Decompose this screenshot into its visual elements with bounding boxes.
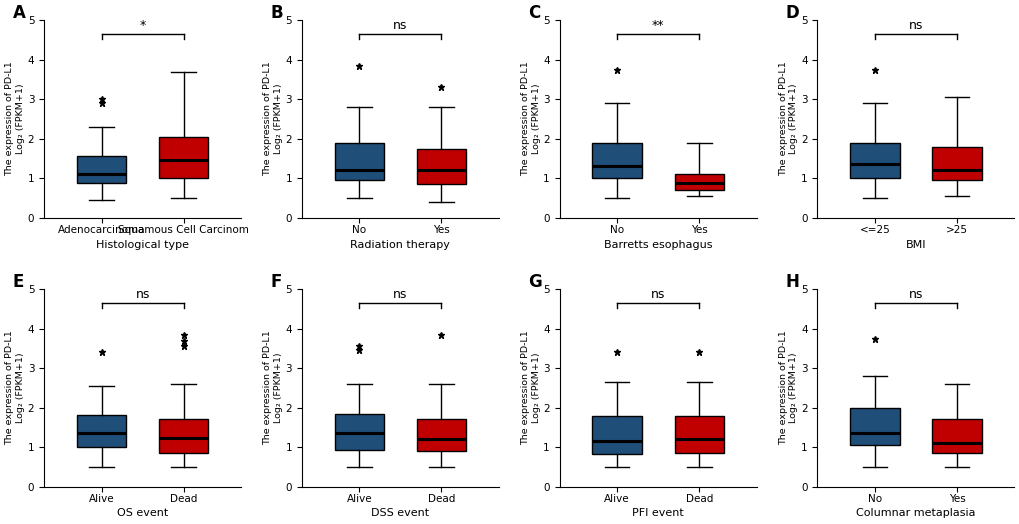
PathPatch shape (592, 416, 641, 454)
Text: E: E (12, 274, 23, 291)
PathPatch shape (334, 143, 383, 180)
PathPatch shape (674, 174, 723, 190)
Text: *: * (140, 19, 146, 32)
Text: H: H (786, 274, 799, 291)
X-axis label: BMI: BMI (905, 239, 925, 249)
Text: D: D (786, 4, 799, 23)
PathPatch shape (159, 137, 208, 178)
Text: ns: ns (136, 288, 150, 301)
X-axis label: Columnar metaplasia: Columnar metaplasia (855, 508, 975, 518)
X-axis label: DSS event: DSS event (371, 508, 429, 518)
Text: G: G (528, 274, 541, 291)
Text: C: C (528, 4, 540, 23)
X-axis label: Barretts esophagus: Barretts esophagus (603, 239, 711, 249)
X-axis label: Histological type: Histological type (96, 239, 189, 249)
Text: ns: ns (392, 19, 408, 32)
Y-axis label: The expression of PD-L1
Log₂ (FPKM+1): The expression of PD-L1 Log₂ (FPKM+1) (779, 331, 798, 445)
PathPatch shape (417, 149, 466, 184)
Text: ns: ns (908, 288, 922, 301)
Text: F: F (270, 274, 281, 291)
Y-axis label: The expression of PD-L1
Log₂ (FPKM+1): The expression of PD-L1 Log₂ (FPKM+1) (5, 331, 24, 445)
PathPatch shape (674, 416, 723, 453)
Y-axis label: The expression of PD-L1
Log₂ (FPKM+1): The expression of PD-L1 Log₂ (FPKM+1) (779, 62, 798, 177)
PathPatch shape (417, 419, 466, 451)
Text: B: B (270, 4, 282, 23)
X-axis label: OS event: OS event (117, 508, 168, 518)
Text: **: ** (651, 19, 663, 32)
X-axis label: Radiation therapy: Radiation therapy (351, 239, 449, 249)
Text: ns: ns (650, 288, 664, 301)
PathPatch shape (850, 143, 899, 178)
Text: ns: ns (908, 19, 922, 32)
PathPatch shape (76, 157, 126, 183)
PathPatch shape (931, 419, 980, 453)
PathPatch shape (592, 143, 641, 178)
Y-axis label: The expression of PD-L1
Log₂ (FPKM+1): The expression of PD-L1 Log₂ (FPKM+1) (263, 62, 282, 177)
PathPatch shape (850, 408, 899, 445)
Y-axis label: The expression of PD-L1
Log₂ (FPKM+1): The expression of PD-L1 Log₂ (FPKM+1) (521, 331, 540, 445)
PathPatch shape (334, 413, 383, 450)
PathPatch shape (76, 415, 126, 447)
X-axis label: PFI event: PFI event (632, 508, 684, 518)
Y-axis label: The expression of PD-L1
Log₂ (FPKM+1): The expression of PD-L1 Log₂ (FPKM+1) (521, 62, 540, 177)
Y-axis label: The expression of PD-L1
Log₂ (FPKM+1): The expression of PD-L1 Log₂ (FPKM+1) (5, 62, 24, 177)
Y-axis label: The expression of PD-L1
Log₂ (FPKM+1): The expression of PD-L1 Log₂ (FPKM+1) (263, 331, 282, 445)
PathPatch shape (159, 419, 208, 453)
PathPatch shape (931, 147, 980, 180)
Text: ns: ns (392, 288, 408, 301)
Text: A: A (12, 4, 25, 23)
